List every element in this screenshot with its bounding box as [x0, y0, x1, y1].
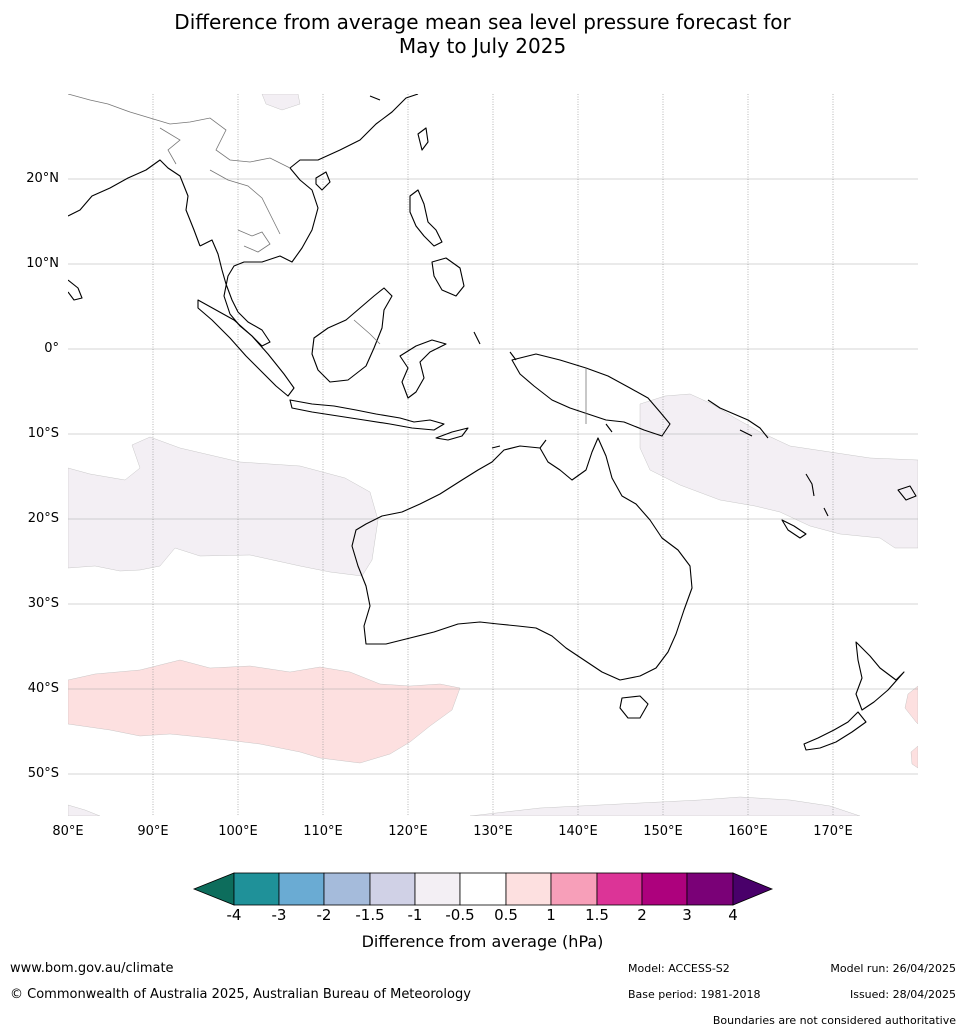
country-borders — [68, 94, 587, 424]
new-caledonia — [781, 519, 807, 539]
colorbar-segment-3 — [323, 872, 371, 906]
chart-title: Difference from average mean sea level p… — [0, 10, 965, 58]
colorbar-tick: -2 — [316, 906, 332, 924]
colorbar-segment-6 — [459, 872, 507, 906]
new-zealand-south — [803, 711, 867, 751]
colorbar-segment-8 — [550, 872, 598, 906]
misc-islands — [369, 95, 613, 449]
borneo — [311, 287, 393, 383]
anomaly-coral-sea-negative — [639, 393, 918, 549]
model-run-date: Model run: 26/04/2025 — [830, 962, 956, 975]
lon-label-170e: 170°E — [813, 824, 853, 839]
taiwan — [417, 127, 429, 151]
lon-label-150e: 150°E — [643, 824, 683, 839]
lon-label-110e: 110°E — [303, 824, 343, 839]
base-period: Base period: 1981-2018 — [628, 988, 761, 1001]
colorbar-tick: -1 — [407, 906, 423, 924]
colorbar-segment-9 — [596, 872, 643, 906]
copyright-text: © Commonwealth of Australia 2025, Austra… — [10, 987, 471, 1002]
colorbar — [192, 872, 774, 906]
colorbar-segment-5 — [414, 872, 461, 906]
lon-label-100e: 100°E — [218, 824, 258, 839]
colorbar-segment-4 — [369, 872, 416, 906]
lat-label-40s: 40°S — [27, 681, 59, 696]
colorbar-tick: 0.5 — [494, 906, 518, 924]
lon-label-140e: 140°E — [558, 824, 598, 839]
lat-label-10s: 10°S — [27, 426, 59, 441]
anomaly-tasman-positive — [904, 685, 918, 769]
colorbar-tick: -0.5 — [445, 906, 475, 924]
lon-label-80e: 80°E — [52, 824, 84, 839]
coastlines — [68, 94, 917, 751]
title-line-1: Difference from average mean sea level p… — [174, 10, 791, 34]
meridians — [152, 94, 834, 816]
colorbar-segment-10 — [641, 872, 688, 906]
colorbar-low-extend — [192, 872, 235, 906]
lat-label-50s: 50°S — [27, 766, 59, 781]
title-line-2: May to July 2025 — [398, 34, 567, 58]
colorbar-tick: -1.5 — [355, 906, 385, 924]
tasmania — [619, 695, 649, 719]
colorbar-segment-7 — [505, 872, 552, 906]
lon-label-160e: 160°E — [728, 824, 768, 839]
fiji — [897, 485, 917, 501]
java-lesser-sunda — [289, 399, 445, 431]
timor — [435, 427, 469, 441]
lat-label-20n: 20°N — [26, 171, 59, 186]
vanuatu — [805, 473, 829, 517]
colorbar-tick: 3 — [682, 906, 692, 924]
colorbar-segment-11 — [686, 872, 734, 906]
colorbar-high-extend — [732, 872, 774, 906]
australia — [351, 437, 693, 681]
lat-label-20s: 20°S — [27, 511, 59, 526]
colorbar-segment-1 — [233, 872, 280, 906]
indochina-coast — [199, 94, 419, 347]
solomon-islands — [707, 399, 769, 439]
india-tip — [68, 279, 83, 301]
website-link[interactable]: www.bom.gov.au/climate — [10, 961, 174, 976]
map-area — [68, 94, 918, 816]
lat-label-equator: 0° — [44, 341, 59, 356]
lon-label-130e: 130°E — [473, 824, 513, 839]
colorbar-tick: -4 — [226, 906, 242, 924]
colorbar-segment-2 — [278, 872, 325, 906]
colorbar-tick: 1.5 — [585, 906, 609, 924]
lon-label-90e: 90°E — [137, 824, 169, 839]
philippines-luzon — [409, 189, 443, 247]
colorbar-tick: 4 — [728, 906, 738, 924]
anomaly-indian-ocean-negative — [68, 436, 379, 577]
anomaly-southern-indian-positive — [68, 659, 461, 764]
issued-date: Issued: 28/04/2025 — [849, 988, 956, 1001]
lat-label-30s: 30°S — [27, 596, 59, 611]
philippines-mindanao — [431, 257, 465, 297]
india-bangladesh-coast — [68, 159, 201, 247]
boundaries-disclaimer: Boundaries are not considered authoritat… — [712, 1014, 956, 1027]
colorbar-tick: -3 — [271, 906, 287, 924]
colorbar-tick: 2 — [637, 906, 647, 924]
hainan — [315, 171, 331, 191]
anomaly-southern-ocean-negative — [68, 796, 861, 816]
new-zealand-north — [855, 641, 905, 711]
anomaly-china-negative — [261, 94, 301, 111]
sumatra — [197, 299, 295, 397]
colorbar-tick: 1 — [546, 906, 556, 924]
sulawesi — [399, 339, 447, 399]
lat-label-10n: 10°N — [26, 256, 59, 271]
colorbar-label: Difference from average (hPa) — [361, 932, 604, 951]
lon-label-120e: 120°E — [388, 824, 428, 839]
model-name: Model: ACCESS-S2 — [628, 962, 730, 975]
